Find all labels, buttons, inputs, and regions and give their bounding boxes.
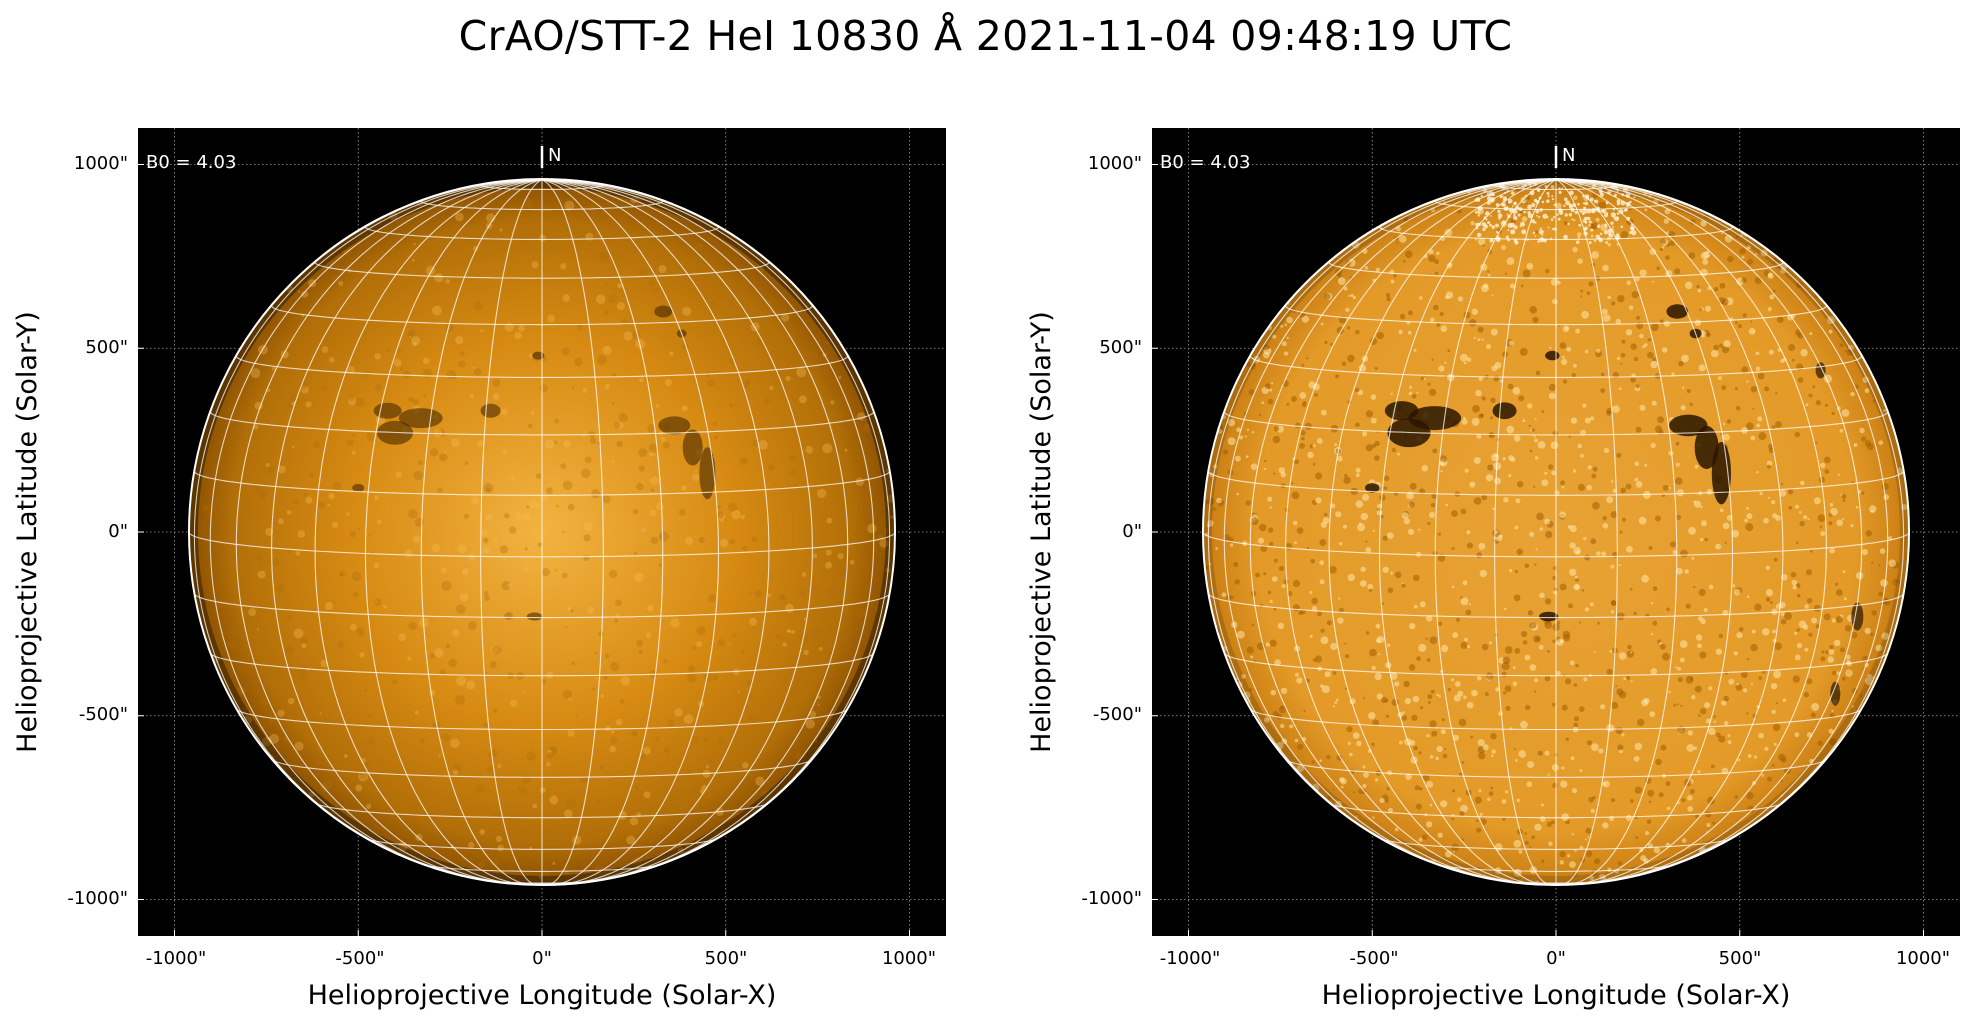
left-ytick-minus1000: -1000" [67, 888, 128, 909]
right-y-axis-label: Helioprojective Latitude (Solar-Y) [1026, 311, 1057, 753]
left-ytick-minus500: -500" [78, 704, 128, 725]
right-xtick-minus500: -500" [1349, 948, 1399, 969]
right-ytick-minus1000: -1000" [1081, 888, 1142, 909]
left-xtick-minus500: -500" [335, 948, 385, 969]
left-ytick-500: 500" [85, 337, 128, 358]
right-b0-label: B0 = 4.03 [1160, 152, 1251, 173]
right-xtick-1000: 1000" [1895, 948, 1951, 969]
right-ytick-minus500: -500" [1092, 704, 1142, 725]
right-ytick-500: 500" [1099, 337, 1142, 358]
right-xtick-minus1000: -1000" [1159, 948, 1221, 969]
right-xtick-500: 500" [1718, 948, 1762, 969]
figure-title: CrAO/STT-2 HeI 10830 Å 2021-11-04 09:48:… [458, 12, 1513, 60]
right-ytick-1000: 1000" [1087, 153, 1142, 174]
right-x-axis-label: Helioprojective Longitude (Solar-X) [1321, 980, 1791, 1011]
left-ytick-0: 0" [108, 521, 128, 542]
left-xtick-minus1000: -1000" [145, 948, 207, 969]
right-north-label: N [1562, 145, 1576, 166]
left-north-label: N [548, 145, 562, 166]
left-xtick-1000: 1000" [881, 948, 937, 969]
left-xtick-500: 500" [704, 948, 748, 969]
left-b0-label: B0 = 4.03 [146, 152, 237, 173]
right-ytick-0: 0" [1122, 521, 1142, 542]
left-disk-svg [138, 128, 946, 936]
left-x-axis-label: Helioprojective Longitude (Solar-X) [307, 980, 777, 1011]
left-solar-image: B0 = 4.03 N [138, 128, 946, 936]
left-xtick-0: 0" [532, 948, 552, 969]
right-solar-image: B0 = 4.03 N [1152, 128, 1960, 936]
right-xtick-0: 0" [1546, 948, 1566, 969]
right-disk-svg [1152, 128, 1960, 936]
left-ytick-1000: 1000" [73, 153, 128, 174]
